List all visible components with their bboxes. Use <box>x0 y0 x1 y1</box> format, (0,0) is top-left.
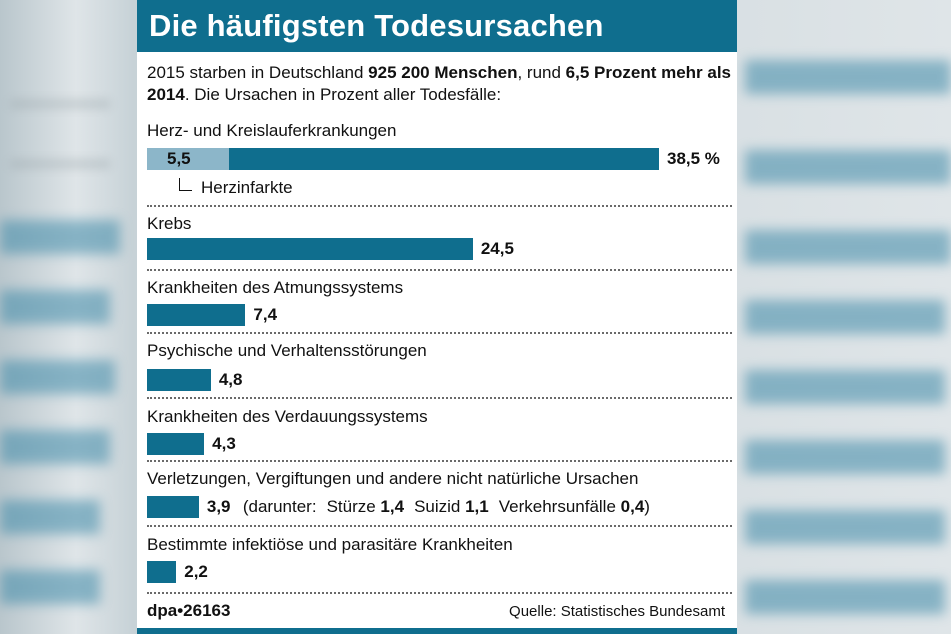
separator <box>147 397 732 399</box>
category-label: Krankheiten des Atmungssystems <box>147 278 404 297</box>
separator <box>147 332 732 334</box>
breakdown-suffix: ) <box>644 497 650 516</box>
category-label: Herz- und Kreislauferkrankungen <box>147 121 397 140</box>
breakdown-prefix: (darunter: <box>242 497 317 516</box>
value-label: 24,5 <box>480 239 514 258</box>
category-label: Krankheiten des Verdauungssystems <box>147 407 428 426</box>
source-label: Quelle: Statistisches Bundesamt <box>509 603 725 620</box>
sub-segment-label: Herzinfarkte <box>201 178 293 197</box>
separator <box>147 592 732 594</box>
breakdown-item-label: Verkehrsunfälle <box>498 497 621 516</box>
breakdown-item-value: 1,4 <box>380 497 405 516</box>
page-title: Die häufigsten Todesursachen <box>137 0 737 52</box>
breakdown-item-label: Stürze <box>326 497 381 516</box>
intro-part3: . Die Ursachen in Prozent aller Todesfäl… <box>184 85 502 104</box>
separator <box>147 269 732 271</box>
separator <box>147 460 732 462</box>
breakdown-item-value: 0,4 <box>620 497 645 516</box>
breakdown-note: (darunter: Stürze 1,4 Suizid 1,1 Verkehrsun… <box>243 496 650 518</box>
corner-line <box>179 178 192 191</box>
infographic-card: Die häufigsten Todesursachen 2015 starbe… <box>137 0 737 634</box>
category-label: Psychische und Verhaltensstörungen <box>147 341 427 360</box>
intro-bold1: 925 200 Menschen <box>368 63 518 82</box>
bar <box>147 304 246 326</box>
breakdown-item-label: Suizid <box>414 497 466 516</box>
category-label: Verletzungen, Vergiftungen und andere ni… <box>147 469 639 488</box>
bar <box>147 496 199 518</box>
value-label: 4,8 <box>218 370 243 389</box>
bar <box>147 148 659 170</box>
bar <box>147 369 211 391</box>
breakdown-item: Verkehrsunfälle 0,4 <box>499 497 645 516</box>
intro-part1: 2015 starben in Deutschland <box>147 63 369 82</box>
intro-text: 2015 starben in Deutschland 925 200 Mens… <box>147 62 732 106</box>
value-label: 4,3 <box>212 434 236 453</box>
bar <box>147 433 205 455</box>
category-label: Bestimmte infektiöse und parasitäre Kran… <box>147 535 513 554</box>
separator <box>147 205 732 207</box>
credit-label: dpa•26163 <box>147 601 231 620</box>
bar <box>147 238 473 260</box>
category-label: Krebs <box>147 214 192 233</box>
value-label: 2,2 <box>184 562 208 581</box>
value-label: 3,9 <box>206 497 231 516</box>
value-label: 38,5 % <box>667 149 720 168</box>
breakdown-item: Suizid 1,1 <box>414 497 489 516</box>
separator <box>147 525 732 527</box>
intro-bold2: 6,5 Prozent mehr als 2014 <box>147 63 732 104</box>
sub-bar <box>147 148 230 170</box>
intro-part2: , rund <box>517 63 566 82</box>
sub-value-label: 5,5 <box>167 149 191 168</box>
breakdown-item-value: 1,1 <box>465 497 489 516</box>
value-label: 7,4 <box>253 305 278 324</box>
bar <box>147 561 177 583</box>
breakdown-item: Stürze 1,4 <box>327 497 405 516</box>
bottom-strip <box>137 628 737 634</box>
